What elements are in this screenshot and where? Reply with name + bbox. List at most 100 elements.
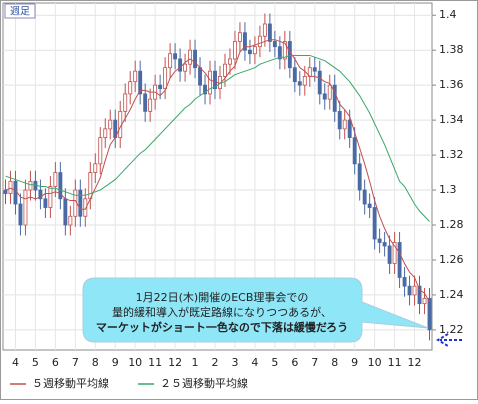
candle-body: [63, 198, 68, 226]
candle-body: [133, 70, 138, 83]
candle-body: [382, 242, 387, 247]
candle-body: [277, 46, 282, 60]
candle-body: [38, 189, 43, 200]
candle-body: [357, 163, 362, 191]
candle-body: [143, 93, 148, 112]
y-tick-label: 1.38: [439, 43, 464, 56]
y-tick-label: 1.28: [439, 218, 464, 231]
candle-body: [83, 198, 88, 217]
candle-body: [138, 70, 143, 95]
x-tick-label: 2: [212, 356, 219, 369]
annotation-line: 量的緩和導入が既定路線になりつつあるが、: [112, 305, 332, 319]
candle-body: [302, 76, 307, 86]
candle-body: [242, 32, 247, 51]
candle-body: [158, 84, 163, 90]
candle-body: [238, 32, 242, 42]
legend-label: ２５週移動平均線: [160, 376, 248, 390]
x-tick-label: 6: [52, 356, 59, 369]
candle-body: [13, 180, 18, 205]
candle-body: [108, 119, 113, 130]
x-tick-label: 5: [32, 356, 39, 369]
x-tick-label: 11: [388, 356, 402, 369]
candle-body: [427, 298, 432, 331]
candle-body: [128, 81, 133, 95]
candle-body: [252, 46, 257, 55]
period-label: 週足: [10, 6, 30, 18]
candle-body: [193, 49, 197, 69]
candle-body: [402, 277, 407, 287]
candle-body: [188, 49, 193, 65]
x-tick-label: 5: [271, 356, 278, 369]
annotation-line: マーケットがショート一色なので下落は緩慢だろう: [96, 320, 348, 334]
x-tick-label: 8: [92, 356, 99, 369]
x-tick-label: 7: [311, 356, 318, 369]
candle-body: [233, 41, 237, 60]
candle-body: [123, 93, 128, 112]
candle-body: [257, 35, 262, 48]
candle-body: [377, 238, 382, 243]
candle-body: [417, 285, 422, 305]
x-tick-label: 6: [291, 356, 298, 369]
callout: [82, 277, 429, 343]
candle-body: [68, 215, 73, 226]
period-box: [4, 3, 36, 19]
candle-body: [287, 41, 292, 69]
y-tick-label: 1.36: [439, 78, 464, 91]
candle-body: [347, 119, 352, 139]
candle-body: [387, 245, 392, 264]
x-tick-label: 9: [351, 356, 358, 369]
candle-body: [327, 84, 332, 100]
candle-body: [262, 23, 267, 37]
y-tick-label: 1.24: [439, 288, 464, 301]
y-tick-label: 1.22: [439, 323, 464, 336]
x-tick-label: 10: [128, 356, 142, 369]
x-tick-label: 4: [12, 356, 19, 369]
candle-body: [223, 63, 227, 77]
candle-body: [43, 198, 48, 208]
candle-body: [198, 67, 202, 86]
candle-body: [292, 67, 297, 83]
candle-body: [322, 93, 327, 100]
candle-body: [213, 70, 217, 90]
x-tick-label: 11: [148, 356, 162, 369]
candle-body: [173, 53, 178, 60]
candle-body: [178, 58, 183, 72]
candle-body: [228, 58, 232, 65]
candle-body: [208, 70, 212, 95]
candle-body: [53, 172, 58, 187]
annotation-line: 1月22日(木)開催のECB理事会での: [136, 290, 309, 304]
x-tick-label: 9: [112, 356, 119, 369]
candle-body: [362, 189, 367, 205]
candle-body: [267, 23, 272, 42]
candle-body: [183, 63, 188, 72]
candle-body: [312, 67, 317, 72]
candle-body: [58, 172, 63, 200]
candle-body: [48, 186, 53, 208]
x-tick-label: 1: [192, 356, 199, 369]
y-tick-label: 1.34: [439, 113, 464, 126]
marks: [3, 13, 432, 341]
candle-body: [317, 70, 322, 95]
candle-body: [337, 110, 342, 130]
candle-body: [203, 84, 207, 95]
candle-body: [407, 285, 412, 296]
candle-body: [392, 242, 397, 264]
y-tick-label: 1.32: [439, 148, 464, 161]
candle-body: [247, 49, 252, 55]
candle-body: [23, 189, 28, 226]
arrow: [436, 333, 462, 347]
legend-label: ５週移動平均線: [32, 376, 109, 390]
candle-body: [412, 285, 417, 296]
candle-body: [272, 41, 277, 48]
moving-average-line: [5, 39, 430, 303]
candle-body: [367, 203, 372, 208]
y-tick-label: 1.4: [439, 8, 457, 21]
candle-body: [352, 137, 357, 165]
candle-body: [342, 119, 347, 130]
y-tick-label: 1.26: [439, 253, 464, 266]
candle-body: [422, 298, 427, 305]
candle-body: [88, 172, 93, 200]
x-tick-label: 3: [231, 356, 238, 369]
